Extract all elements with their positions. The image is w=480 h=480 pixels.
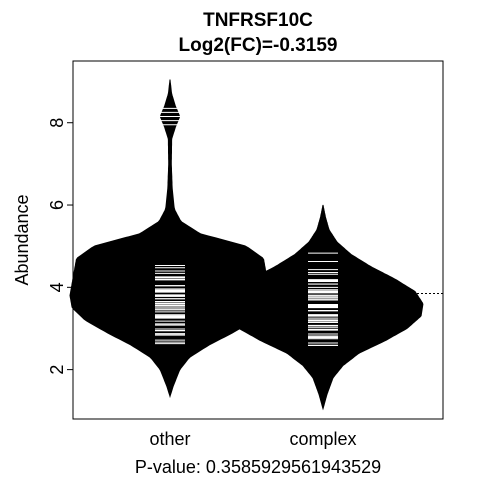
plot-frame: [72, 60, 444, 420]
bean-layer: [69, 79, 443, 411]
x-axis: other complex: [149, 429, 356, 449]
y-tick-label: 2: [47, 365, 67, 375]
chart-title: TNFRSF10C: [203, 10, 313, 31]
x-tick-label-other: other: [149, 429, 190, 449]
y-tick-label: 6: [47, 200, 67, 210]
x-tick-label-complex: complex: [289, 429, 356, 449]
chart-subtitle: Log2(FC)=-0.3159: [179, 35, 338, 56]
y-axis-label: Abundance: [12, 194, 32, 285]
y-tick-label: 4: [47, 282, 67, 292]
bean-shape-other: [69, 79, 271, 399]
y-tick-label: 8: [47, 118, 67, 128]
x-axis-label: P-value: 0.3585929561943529: [135, 457, 381, 477]
y-axis: 2 4 6 8: [47, 118, 73, 375]
